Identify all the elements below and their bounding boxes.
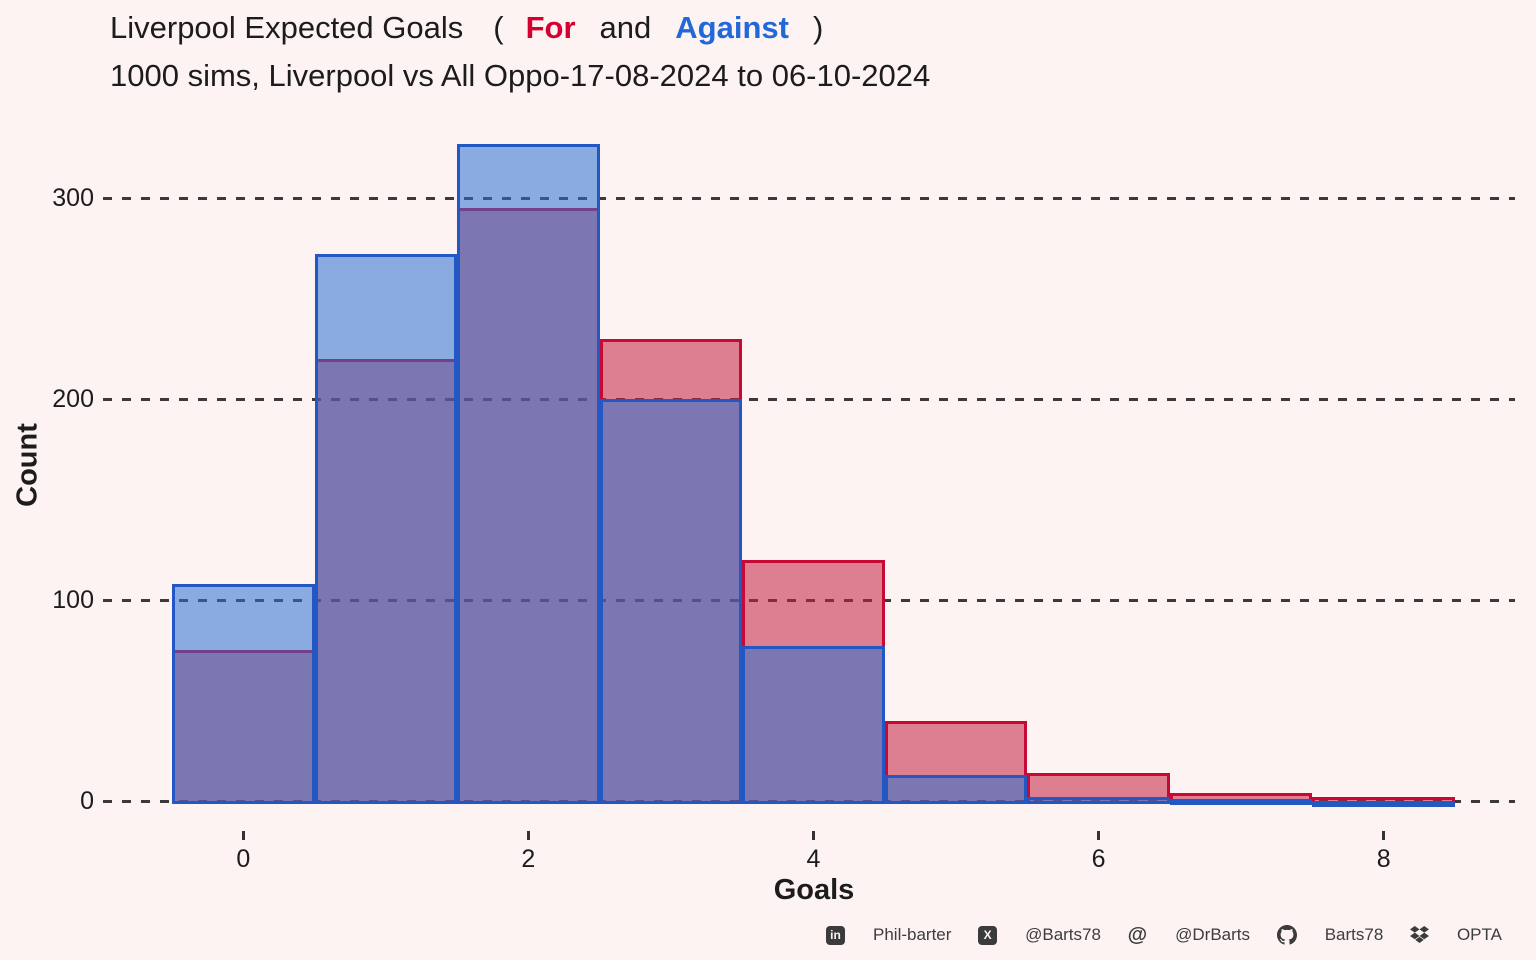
- footer-label: @Barts78: [1025, 925, 1101, 944]
- x-tick-label: 2: [521, 845, 536, 873]
- against-bar-goal-3: [599, 399, 743, 804]
- legend-against-label: Against: [675, 10, 789, 45]
- x-axis-title: Goals: [773, 874, 855, 906]
- against-bar-goal-2: [457, 143, 600, 804]
- github-icon: [1276, 925, 1297, 945]
- y-tick-label: 100: [52, 586, 94, 614]
- footer-item: Barts78: [1276, 925, 1384, 945]
- footer-label: Barts78: [1324, 925, 1384, 944]
- title-prefix: Liverpool Expected Goals: [110, 10, 464, 45]
- x-tick: [1097, 831, 1101, 840]
- against-bar-goal-4: [742, 646, 885, 804]
- footer-item: X @Barts78: [978, 925, 1101, 945]
- chart-subtitle: 1000 sims, Liverpool vs All Oppo-17-08-2…: [110, 58, 931, 93]
- footer-label: OPTA: [1456, 925, 1502, 944]
- footer-item: @ @DrBarts: [1128, 925, 1250, 945]
- against-bar-goal-8: [1312, 801, 1455, 807]
- against-bar-goal-5: [884, 774, 1028, 804]
- x-tick-label: 4: [806, 845, 821, 873]
- chart-title: Liverpool Expected Goals ( For and Against): [110, 10, 823, 46]
- y-axis-title: Count: [11, 423, 44, 507]
- title-and-label: and: [599, 10, 652, 45]
- title-paren-close: ): [812, 10, 824, 45]
- mastodon-icon: @: [1127, 923, 1148, 946]
- against-bar-goal-7: [1169, 798, 1313, 805]
- x-tick: [811, 831, 815, 840]
- x-tick-label: 8: [1376, 845, 1391, 873]
- x-tick-label: 6: [1091, 845, 1106, 873]
- x-tick-label: 0: [236, 845, 251, 873]
- x-tick: [526, 831, 530, 840]
- footer-item: OPTA: [1409, 925, 1502, 945]
- footer-credits: in Phil-barter X @Barts78 @ @DrBarts Barts78 OP…: [826, 923, 1502, 947]
- legend-for-label: For: [525, 10, 576, 45]
- y-tick-label: 300: [52, 184, 94, 212]
- gridline-y-200: [103, 397, 1515, 401]
- y-tick-label: 0: [80, 787, 94, 815]
- y-tick-label: 200: [52, 385, 94, 413]
- x-tick: [241, 831, 245, 840]
- against-bar-goal-6: [1027, 796, 1170, 804]
- footer-label: @DrBarts: [1175, 925, 1251, 944]
- x-icon: X: [978, 925, 998, 945]
- footer-label: Phil-barter: [873, 925, 952, 944]
- title-paren-open: (: [493, 10, 504, 45]
- against-bar-goal-1: [314, 254, 458, 804]
- footer-item: in Phil-barter: [826, 925, 951, 945]
- against-bar-goal-0: [172, 583, 315, 804]
- x-tick: [1382, 831, 1386, 840]
- dropbox-icon: [1409, 926, 1429, 944]
- gridline-y-300: [103, 196, 1515, 200]
- linkedin-icon: in: [826, 925, 845, 945]
